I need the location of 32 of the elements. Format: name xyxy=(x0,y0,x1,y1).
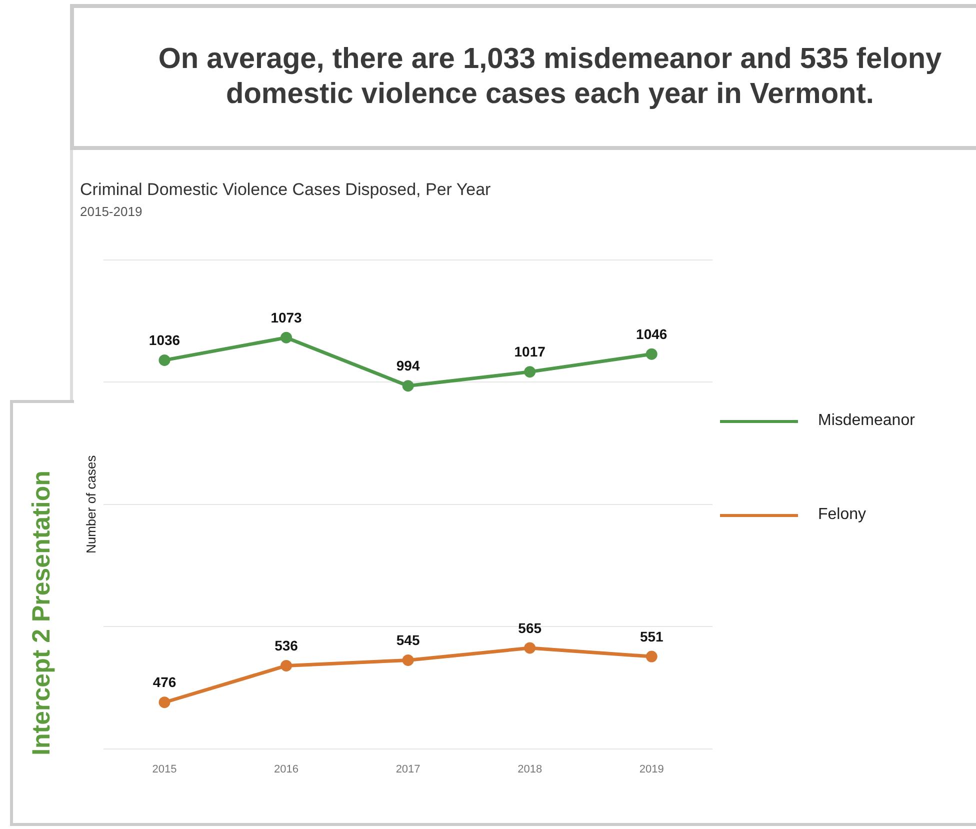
chart-title: Criminal Domestic Violence Cases Disposed, Per Year xyxy=(80,180,492,199)
point xyxy=(280,332,292,344)
text: Intercept 2 Presentation xyxy=(28,470,56,756)
point xyxy=(402,654,414,666)
x-tick-label: 2018 xyxy=(518,763,542,776)
data-label: 536 xyxy=(274,638,298,654)
x-tick-label: 2015 xyxy=(152,763,177,776)
data-label: 994 xyxy=(396,358,420,374)
legend-label: Felony xyxy=(818,506,866,524)
x-tick-label: 2016 xyxy=(274,763,299,776)
data-label: 565 xyxy=(518,620,542,636)
data-label: 545 xyxy=(396,632,420,648)
data-label: 1073 xyxy=(270,309,302,326)
point xyxy=(646,348,658,360)
point xyxy=(524,642,536,654)
data-label: 1017 xyxy=(514,344,546,360)
chart-subtitle: 2015-2019 xyxy=(80,204,142,219)
point xyxy=(280,660,292,672)
text: On average, there are 1,033 misdemeanor and 535 felony domestic violence cases each year in Vermont. xyxy=(70,4,976,150)
data-label: 476 xyxy=(152,674,176,690)
point xyxy=(402,380,414,392)
point xyxy=(158,354,170,366)
point xyxy=(524,366,536,378)
point xyxy=(646,650,658,662)
x-tick-label: 2019 xyxy=(639,763,664,776)
data-label: 1036 xyxy=(148,332,180,348)
y-axis-title: Number of cases xyxy=(83,454,98,554)
legend-label: Misdemeanor xyxy=(818,412,915,430)
point xyxy=(158,696,170,708)
x-tick-label: 2017 xyxy=(396,763,420,776)
data-label: 1046 xyxy=(636,326,668,342)
data-label: 551 xyxy=(640,628,664,644)
